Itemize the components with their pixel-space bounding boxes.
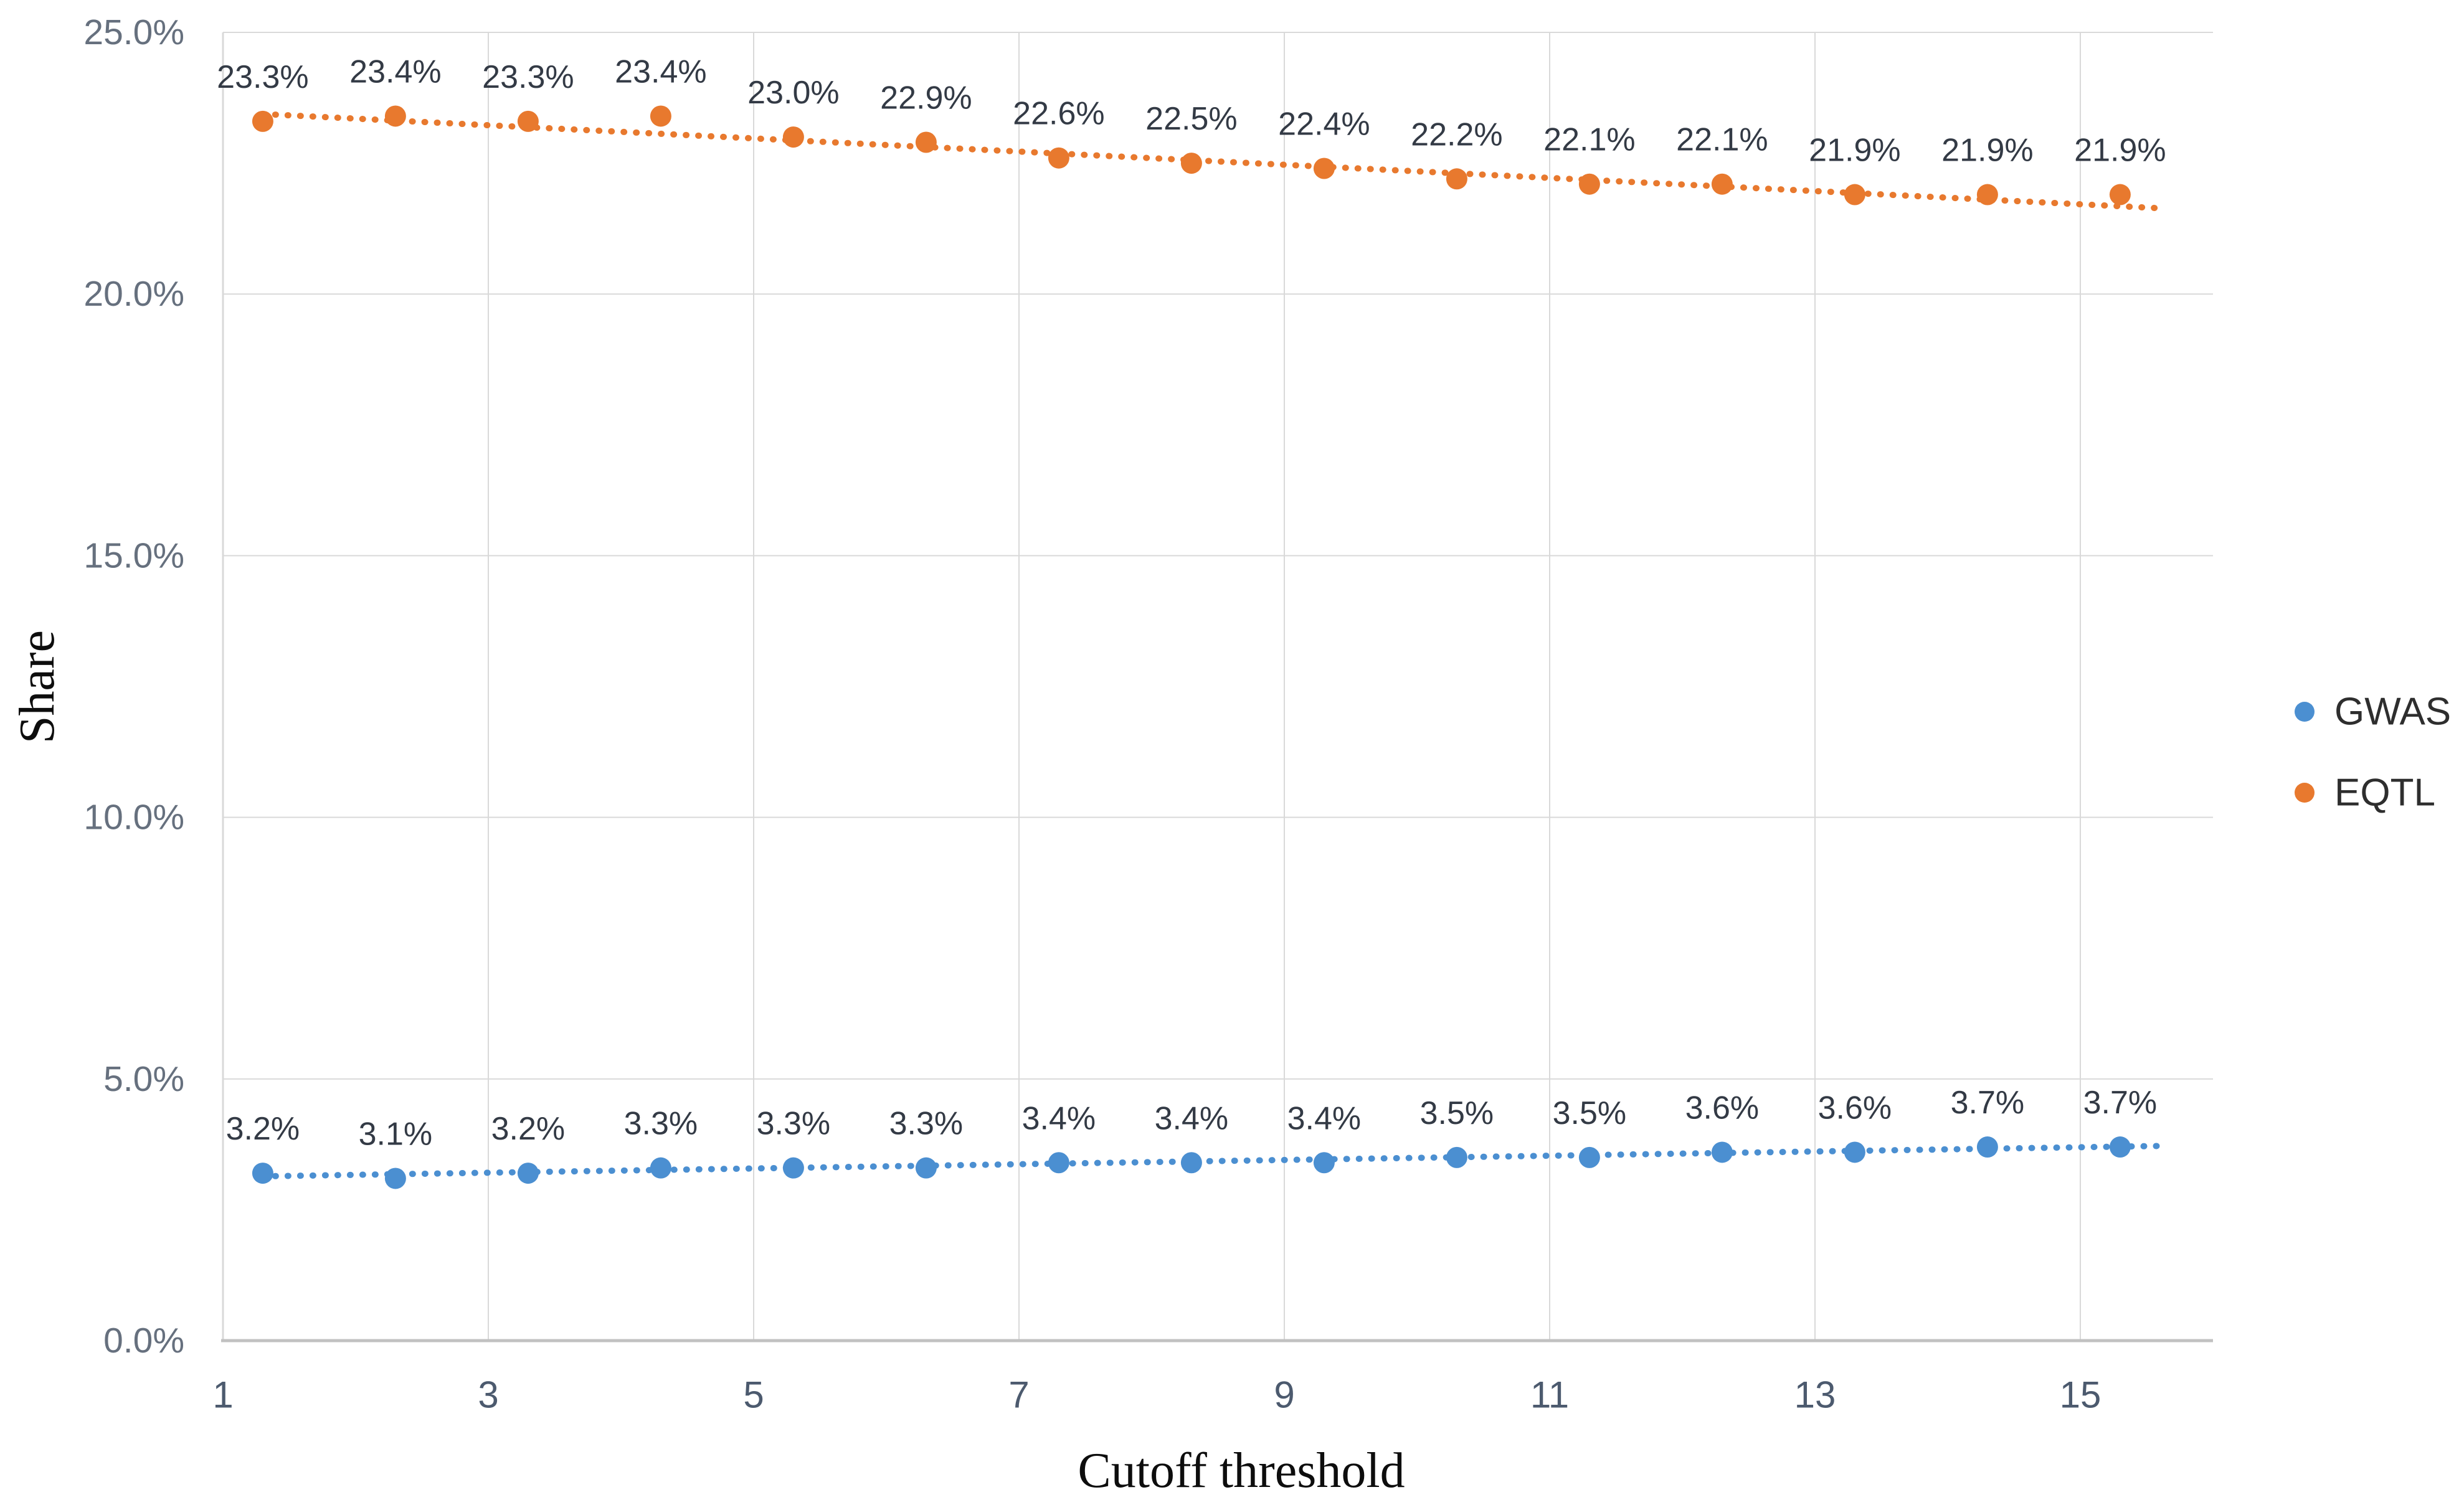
gwas-point (650, 1157, 671, 1179)
eqtl-data-label: 22.4% (1278, 106, 1370, 143)
gwas-data-label: 3.3% (889, 1106, 964, 1142)
eqtl-point (650, 105, 671, 127)
x-tick-label: 11 (1530, 1374, 1569, 1416)
eqtl-data-label: 22.2% (1411, 116, 1502, 153)
eqtl-data-label: 21.9% (1941, 133, 2033, 169)
eqtl-point (1180, 153, 1202, 174)
y-tick-label: 10.0% (83, 798, 184, 838)
data-labels: 3.2% 3.1% 3.2% 3.3% 3.3% 3.3% 3.4% 3.4% 3.4% 3.5%… (217, 54, 2166, 1152)
gwas-data-label: 3.6% (1818, 1090, 1892, 1126)
eqtl-point (252, 110, 273, 132)
gwas-point (1048, 1152, 1069, 1174)
eqtl-point (1578, 173, 1600, 195)
x-tick-label: 13 (1794, 1374, 1836, 1416)
gwas-data-label: 3.5% (1553, 1095, 1627, 1131)
gwas-point (1446, 1146, 1467, 1168)
legend-label-eqtl: EQTL (2334, 772, 2435, 814)
legend: GWAS EQTL (2295, 691, 2451, 814)
series-layer (252, 105, 2163, 1189)
gwas-data-label: 3.2% (491, 1111, 566, 1147)
gwas-legend-marker-icon (2295, 702, 2315, 722)
x-tick-label: 7 (1008, 1374, 1029, 1416)
eqtl-point (1313, 158, 1335, 179)
y-tick-label: 25.0% (83, 12, 184, 52)
eqtl-data-label: 23.0% (747, 75, 839, 111)
eqtl-data-label: 22.1% (1676, 122, 1768, 158)
eqtl-point (384, 105, 406, 127)
eqtl-data-label: 22.6% (1013, 96, 1104, 132)
y-tick-label: 15.0% (83, 536, 184, 575)
gwas-point (517, 1163, 539, 1184)
gwas-data-label: 3.7% (1951, 1085, 2025, 1121)
gwas-point (1711, 1141, 1733, 1163)
eqtl-point (517, 110, 539, 132)
x-axis-title: Cutoff threshold (1078, 1443, 1405, 1498)
eqtl-legend-marker-icon (2295, 783, 2315, 803)
gwas-data-label: 3.7% (2083, 1085, 2158, 1121)
gwas-data-label: 3.4% (1287, 1100, 1362, 1136)
eqtl-point (915, 131, 937, 153)
eqtl-point (1048, 147, 1069, 169)
gwas-data-label: 3.3% (757, 1106, 831, 1142)
eqtl-point (1446, 168, 1467, 190)
gwas-point (782, 1157, 804, 1179)
x-tick-label: 15 (2060, 1374, 2102, 1416)
gwas-point (1578, 1146, 1600, 1168)
x-tick-label: 3 (478, 1374, 498, 1416)
gwas-point (1844, 1141, 1865, 1163)
eqtl-data-label: 23.4% (349, 54, 441, 90)
x-tick-label: 9 (1274, 1374, 1294, 1416)
gwas-point (1180, 1152, 1202, 1174)
gwas-point (915, 1157, 937, 1179)
axis-lines (221, 32, 2213, 1342)
legend-entry-eqtl: EQTL (2295, 772, 2435, 814)
gwas-data-label: 3.2% (226, 1111, 300, 1147)
gwas-data-label: 3.1% (359, 1116, 433, 1152)
eqtl-point (1976, 184, 1998, 205)
y-tick-label: 5.0% (103, 1059, 184, 1099)
tick-labels: 0.0%5.0%10.0%15.0%20.0%25.0%1 3 5 7 9 11 13 15 (83, 12, 2101, 1416)
eqtl-data-label: 22.9% (880, 80, 972, 116)
eqtl-data-label: 23.3% (482, 59, 574, 95)
eqtl-data-label: 21.9% (1809, 133, 1900, 169)
y-axis-title: Share (10, 630, 65, 743)
gwas-data-label: 3.3% (624, 1106, 698, 1142)
legend-label-gwas: GWAS (2334, 691, 2451, 734)
eqtl-point (1711, 173, 1733, 195)
x-tick-label: 5 (743, 1374, 764, 1416)
gwas-point (384, 1168, 406, 1189)
gwas-data-label: 3.6% (1685, 1090, 1760, 1126)
eqtl-point (1844, 184, 1865, 205)
y-tick-label: 0.0% (103, 1321, 184, 1361)
eqtl-data-label: 22.1% (1543, 122, 1635, 158)
gwas-data-label: 3.4% (1022, 1100, 1096, 1136)
gwas-trendline (259, 1143, 2163, 1180)
x-tick-label: 1 (212, 1374, 233, 1416)
eqtl-trendline (259, 111, 2163, 212)
gwas-point (2109, 1136, 2131, 1158)
eqtl-data-label: 21.9% (2074, 133, 2166, 169)
gwas-point (1976, 1136, 1998, 1158)
eqtl-data-label: 23.3% (217, 59, 308, 95)
legend-entry-gwas: GWAS (2295, 691, 2451, 734)
gwas-data-label: 3.5% (1420, 1095, 1494, 1131)
gwas-data-label: 3.4% (1155, 1100, 1229, 1136)
y-tick-label: 20.0% (83, 274, 184, 314)
eqtl-point (782, 126, 804, 148)
eqtl-data-label: 22.5% (1145, 101, 1237, 137)
gridlines (222, 32, 2213, 1341)
eqtl-data-label: 23.4% (615, 54, 706, 90)
eqtl-point (2109, 184, 2131, 205)
gwas-point (1313, 1152, 1335, 1174)
gwas-point (252, 1163, 273, 1184)
